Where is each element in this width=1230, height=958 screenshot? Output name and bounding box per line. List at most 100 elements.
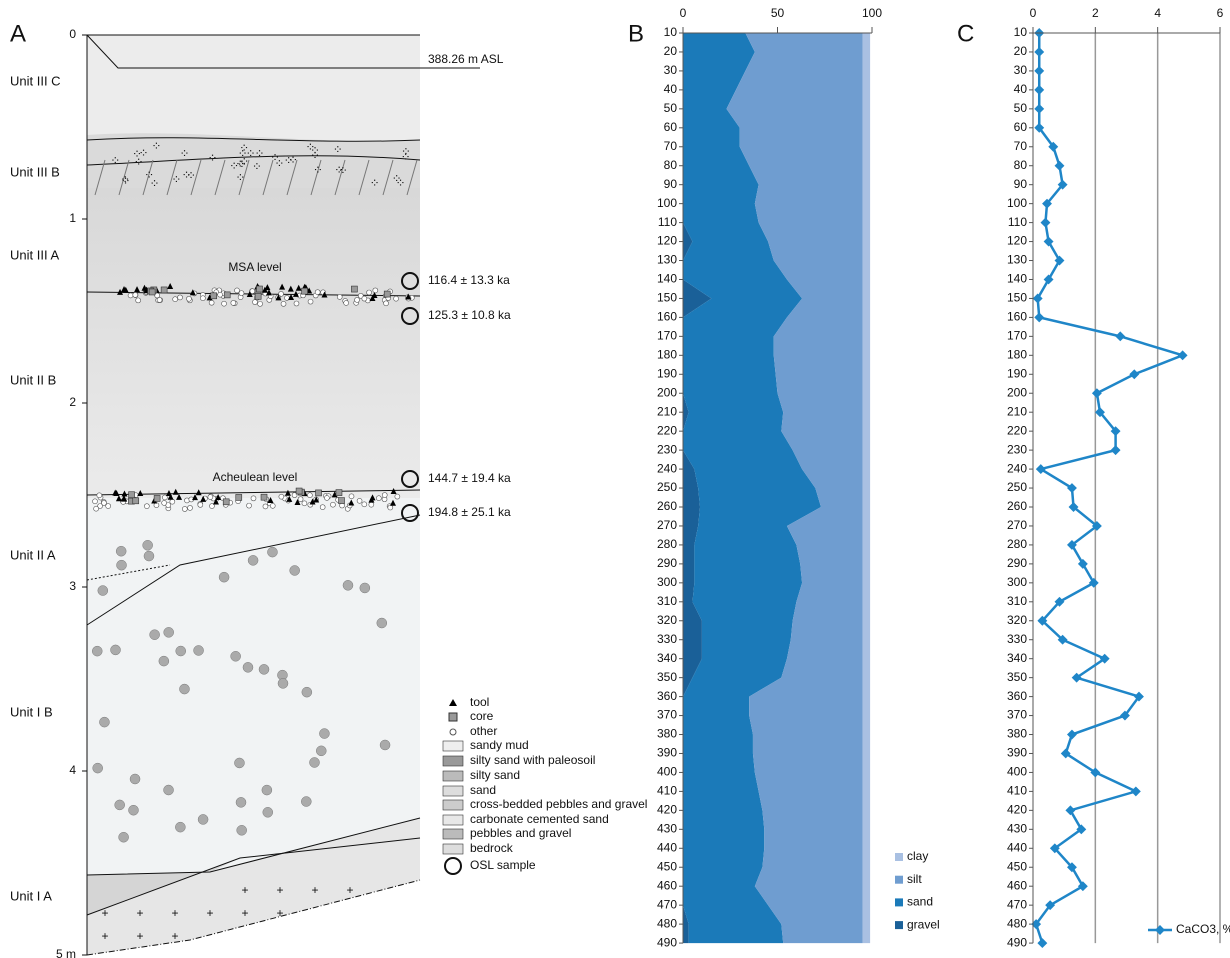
pebble-mark: ⁘ bbox=[151, 139, 161, 153]
y-tick-label: 280 bbox=[1007, 537, 1027, 551]
artifact-tool bbox=[286, 495, 293, 502]
legend-marker bbox=[1155, 925, 1165, 935]
artifact-other bbox=[297, 496, 304, 502]
artifact-other bbox=[252, 299, 258, 305]
nodule bbox=[301, 796, 312, 807]
nodule bbox=[277, 678, 289, 689]
y-tick-label: 460 bbox=[657, 878, 677, 892]
pebble-mark: ⁘ bbox=[171, 173, 181, 187]
pebble-mark: ⁘ bbox=[310, 143, 320, 157]
artifact-other bbox=[207, 494, 214, 500]
legend-label: carbonate cemented sand bbox=[470, 812, 609, 826]
artifact-other bbox=[230, 300, 237, 306]
artifact-other bbox=[324, 495, 330, 501]
pebble-mark: ⁘ bbox=[235, 157, 245, 171]
artifact-core bbox=[160, 286, 168, 294]
pebble-mark: ⁘ bbox=[239, 155, 249, 169]
nodule bbox=[258, 664, 270, 675]
artifact-other bbox=[234, 287, 240, 294]
artifact-other bbox=[208, 299, 215, 306]
hatch bbox=[94, 159, 106, 196]
hatch bbox=[142, 159, 154, 196]
bedrock-plus: + bbox=[206, 906, 213, 920]
line bbox=[86, 837, 421, 916]
line bbox=[1034, 33, 1187, 944]
y-tick-label: 70 bbox=[664, 139, 678, 153]
y-tick-label: 120 bbox=[1007, 234, 1027, 248]
y-tick-label: 490 bbox=[1007, 935, 1027, 949]
y-tick-label: 280 bbox=[657, 537, 677, 551]
point bbox=[1034, 84, 1045, 95]
point bbox=[1034, 312, 1045, 323]
artifact-other bbox=[92, 498, 98, 505]
artifact-other bbox=[96, 492, 103, 499]
y-tick-label: 260 bbox=[1007, 499, 1027, 513]
artifact-tool bbox=[134, 286, 141, 293]
panel-label: B bbox=[628, 20, 644, 47]
legend-label: core bbox=[470, 709, 494, 723]
legend-label: clay bbox=[907, 849, 928, 863]
point bbox=[1115, 331, 1126, 342]
pebble-mark: ⁘ bbox=[110, 154, 120, 168]
y-tick-label: 390 bbox=[1007, 746, 1027, 760]
y-tick-label: 70 bbox=[1014, 139, 1028, 153]
hatch bbox=[118, 159, 130, 196]
y-tick-label: 320 bbox=[1007, 613, 1027, 627]
legend-label: CaCO3, % bbox=[1176, 922, 1230, 936]
depth-tick-label: 3 bbox=[69, 579, 76, 593]
artifact-tool bbox=[390, 499, 397, 506]
artifact-core bbox=[153, 495, 161, 502]
y-tick-label: 390 bbox=[657, 746, 677, 760]
bedrock-plus: + bbox=[101, 906, 108, 920]
point bbox=[1077, 881, 1088, 892]
point bbox=[1134, 691, 1144, 702]
x-tick-label: 4 bbox=[1154, 6, 1161, 20]
line bbox=[86, 514, 421, 626]
point bbox=[1034, 103, 1045, 114]
nodule bbox=[92, 762, 103, 774]
y-tick-label: 30 bbox=[664, 63, 678, 77]
artifact-other bbox=[366, 289, 372, 296]
legend-label: OSL sample bbox=[470, 858, 536, 872]
area-segment bbox=[683, 33, 712, 944]
nodule bbox=[99, 716, 110, 728]
artifact-tool bbox=[246, 291, 253, 298]
y-tick-label: 290 bbox=[657, 556, 677, 570]
artifact-core bbox=[222, 498, 230, 506]
artifact-tool bbox=[267, 497, 274, 504]
section-drawing: ⁘⁘⁘⁘⁘⁘⁘⁘ ⁘⁘⁘⁘⁘⁘⁘⁘⁘⁘ ⁘⁘⁘⁘ ⁘⁘ ⁘⁘⁘ ⁘⁘⁘⁘⁘⁘⁘⁘ ⁘⁘⁘ ⁘⁘… bbox=[86, 34, 480, 956]
artifact-core bbox=[235, 494, 243, 501]
point bbox=[1065, 805, 1076, 816]
layer bbox=[87, 498, 420, 878]
nodule bbox=[110, 644, 121, 656]
artifact-core bbox=[338, 497, 345, 504]
artifact-core bbox=[295, 487, 303, 495]
x-tick-label: 100 bbox=[862, 6, 882, 20]
nodule bbox=[218, 571, 230, 583]
legend-symbol bbox=[449, 728, 457, 736]
y-tick-label: 130 bbox=[657, 253, 677, 267]
level-label: Acheulean level bbox=[213, 470, 298, 484]
artifact-core bbox=[260, 493, 268, 501]
artifact-other bbox=[361, 501, 368, 508]
y-tick-label: 320 bbox=[657, 613, 677, 627]
artifact-other bbox=[200, 295, 206, 301]
artifact-tool bbox=[167, 493, 174, 500]
artifact-other bbox=[250, 495, 257, 502]
nodule bbox=[262, 807, 274, 818]
point bbox=[1057, 179, 1068, 190]
y-tick-label: 450 bbox=[657, 859, 677, 873]
artifact-other bbox=[293, 300, 300, 307]
legend-label: bedrock bbox=[470, 841, 514, 855]
point bbox=[1054, 160, 1065, 171]
pebble-mark: ⁘ bbox=[208, 151, 218, 165]
y-tick-label: 170 bbox=[1007, 329, 1027, 343]
y-tick-label: 10 bbox=[1014, 25, 1028, 39]
osl-circle bbox=[401, 470, 419, 488]
point bbox=[1034, 122, 1045, 133]
unit-label: Unit I B bbox=[10, 704, 53, 719]
pebble-mark: ⁘ bbox=[370, 176, 380, 190]
artifact-tool bbox=[294, 499, 301, 506]
pebble-mark: ⁘ bbox=[144, 168, 154, 182]
